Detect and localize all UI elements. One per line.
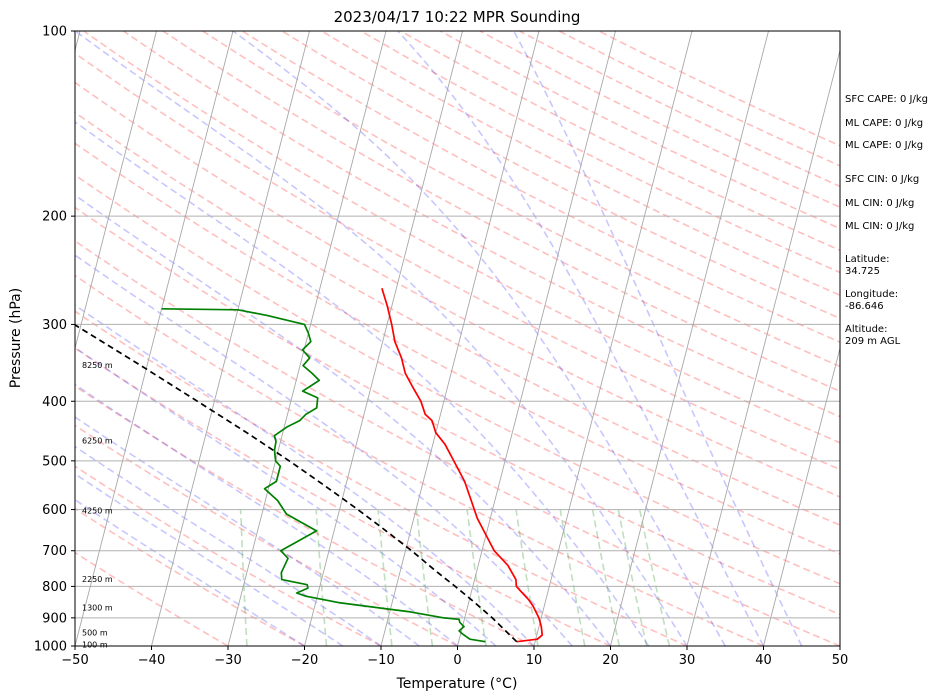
y-tick-label: 700 (42, 544, 67, 559)
height-label: 500 m (82, 628, 108, 637)
isotherm (227, 31, 387, 646)
altitude-value: 209 m AGL (845, 336, 901, 347)
moist-adiabat (75, 416, 420, 646)
height-label: 8250 m (82, 361, 113, 370)
latitude-value: 34.725 (845, 266, 880, 277)
y-tick-label: 300 (42, 318, 67, 333)
x-tick-label: 20 (602, 653, 619, 668)
dry-adiabat (321, 31, 840, 297)
moist-adiabat (75, 346, 497, 646)
x-tick-label: −10 (367, 653, 394, 668)
dry-adiabat (75, 173, 840, 585)
dry-adiabat (281, 31, 840, 320)
moist-adiabat (75, 254, 573, 646)
moist-adiabat (75, 31, 688, 646)
isotherm (457, 31, 616, 646)
x-tick-label: 40 (755, 653, 772, 668)
isotherm (75, 31, 157, 351)
y-tick-label: 800 (42, 580, 67, 595)
dry-adiabat (75, 347, 611, 646)
indices-panel: SFC CAPE: 0 J/kg ML CAPE: 0 J/kg ML CAPE… (845, 94, 928, 232)
ml-cin-label: ML CIN: 0 J/kg (845, 198, 914, 209)
sfc-cin-label: SFC CIN: 0 J/kg (845, 174, 919, 185)
dry-adiabat (75, 111, 840, 526)
moist-adiabat (75, 194, 612, 646)
x-tick-label: 30 (679, 653, 696, 668)
isotherm (763, 346, 840, 646)
moist-adiabat (232, 31, 726, 646)
height-label: 1300 m (82, 603, 113, 612)
y-tick-label: 400 (42, 395, 67, 410)
dry-adiabat (75, 507, 305, 646)
height-label: 2250 m (82, 575, 113, 584)
moist-adiabat (75, 445, 382, 646)
location-panel: Latitude: 34.725 Longitude: -86.646 Alti… (845, 254, 901, 347)
y-tick-label: 1000 (34, 640, 67, 655)
isotherm (151, 31, 310, 646)
dry-adiabat (75, 206, 840, 616)
moist-adiabat (512, 31, 803, 646)
moist-adiabat (75, 120, 650, 646)
ml-cin-label-2: ML CIN: 0 J/kg (845, 221, 914, 232)
isotherm (686, 48, 840, 646)
height-label: 6250 m (82, 436, 113, 445)
temperature-line (381, 288, 544, 643)
parcel-trace (75, 323, 518, 643)
x-tick-label: −50 (61, 653, 88, 668)
x-tick-label: 10 (526, 653, 543, 668)
moist-adiabat (75, 472, 344, 646)
moist-adiabat (75, 498, 305, 646)
isotherm (533, 31, 693, 646)
y-tick-label: 100 (42, 25, 67, 40)
y-axis-label: Pressure (hPa) (8, 288, 24, 388)
ml-cape-label: ML CAPE: 0 J/kg (845, 118, 923, 129)
axis-ticks: −50 −40 −30 −20 −10 0 10 20 30 40 50 1000 900 800 700 6… (34, 25, 848, 669)
dry-adiabat (75, 81, 840, 498)
dry-adiabat (75, 52, 840, 471)
dry-adiabat (241, 31, 840, 344)
moist-adiabat (397, 31, 765, 646)
x-tick-label: −20 (291, 653, 318, 668)
height-label: 100 m (82, 640, 108, 649)
height-labels: 100 m 500 m 1300 m 2250 m 4250 m 6250 m 8250 m (82, 361, 113, 650)
gridlines (75, 31, 840, 646)
isotherm (610, 31, 769, 646)
latitude-label: Latitude: (845, 254, 890, 265)
longitude-value: -86.646 (845, 301, 884, 312)
x-tick-label: 50 (832, 653, 849, 668)
chart-title: 2023/04/17 10:22 MPR Sounding (334, 8, 581, 26)
dewpoint-line (161, 307, 486, 643)
y-tick-label: 900 (42, 611, 67, 626)
longitude-label: Longitude: (845, 289, 898, 300)
y-tick-label: 500 (42, 454, 67, 469)
dry-adiabat (75, 310, 688, 646)
isotherm (380, 31, 540, 646)
x-tick-label: 0 (453, 653, 461, 668)
dry-adiabat (75, 142, 840, 555)
isotherm (304, 31, 463, 646)
sounding-series (75, 288, 544, 643)
x-tick-label: −40 (138, 653, 165, 668)
height-label: 4250 m (82, 506, 113, 515)
y-tick-label: 200 (42, 210, 67, 225)
ml-cape-label-2: ML CAPE: 0 J/kg (845, 140, 923, 151)
dry-adiabat (75, 465, 382, 646)
dry-adiabat (75, 240, 840, 646)
sfc-cape-label: SFC CAPE: 0 J/kg (845, 94, 928, 105)
y-tick-label: 600 (42, 503, 67, 518)
reference-lines (75, 31, 840, 646)
altitude-label: Altitude: (845, 324, 887, 335)
isotherm (75, 31, 234, 646)
dry-adiabat (75, 424, 458, 646)
x-axis-label: Temperature (°C) (396, 676, 518, 692)
x-tick-label: −30 (214, 653, 241, 668)
moist-adiabat (75, 383, 459, 646)
dry-adiabat (83, 31, 840, 444)
